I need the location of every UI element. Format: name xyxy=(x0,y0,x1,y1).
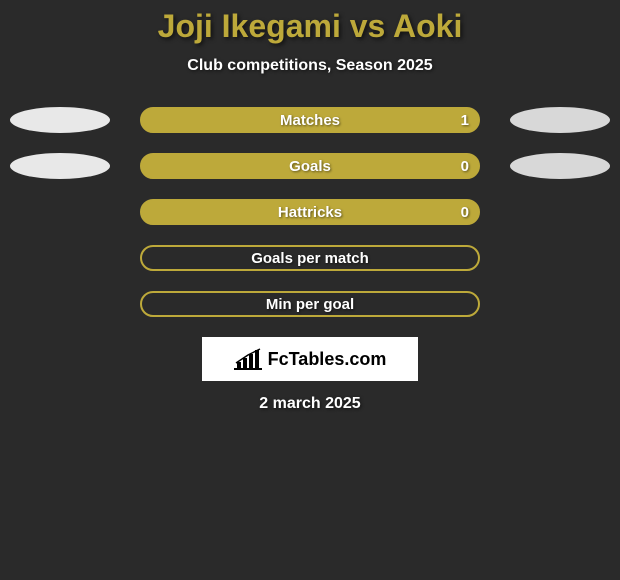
chart-icon xyxy=(234,348,262,370)
stat-label: Hattricks xyxy=(278,204,342,221)
stat-bar: Min per goal xyxy=(140,291,480,317)
logo-box: FcTables.com xyxy=(202,337,418,381)
stat-bar: Matches 1 xyxy=(140,107,480,133)
stat-label: Matches xyxy=(280,112,340,129)
stat-row: Min per goal xyxy=(0,289,620,319)
spacer xyxy=(10,245,110,271)
stat-row: Hattricks 0 xyxy=(0,197,620,227)
stat-row: Goals 0 xyxy=(0,151,620,181)
card-subtitle: Club competitions, Season 2025 xyxy=(0,57,620,75)
card-title: Joji Ikegami vs Aoki xyxy=(0,8,620,45)
spacer xyxy=(10,199,110,225)
player-right-marker xyxy=(510,153,610,179)
date-label: 2 march 2025 xyxy=(0,395,620,413)
stat-bar: Goals per match xyxy=(140,245,480,271)
spacer xyxy=(510,245,610,271)
stat-row: Goals per match xyxy=(0,243,620,273)
stats-comparison-card: Joji Ikegami vs Aoki Club competitions, … xyxy=(0,0,620,413)
logo-text: FcTables.com xyxy=(268,349,387,370)
stats-rows: Matches 1 Goals 0 Hattricks 0 Goals per match M… xyxy=(0,105,620,319)
spacer xyxy=(10,291,110,317)
stat-bar: Goals 0 xyxy=(140,153,480,179)
player-left-marker xyxy=(10,153,110,179)
stat-label: Min per goal xyxy=(266,296,354,313)
stat-bar: Hattricks 0 xyxy=(140,199,480,225)
player-right-marker xyxy=(510,107,610,133)
stat-row: Matches 1 xyxy=(0,105,620,135)
spacer xyxy=(510,291,610,317)
stat-label: Goals xyxy=(289,158,331,175)
stat-value: 0 xyxy=(461,204,469,221)
spacer xyxy=(510,199,610,225)
player-left-marker xyxy=(10,107,110,133)
stat-value: 0 xyxy=(461,158,469,175)
stat-label: Goals per match xyxy=(251,250,369,267)
stat-value: 1 xyxy=(461,112,469,129)
